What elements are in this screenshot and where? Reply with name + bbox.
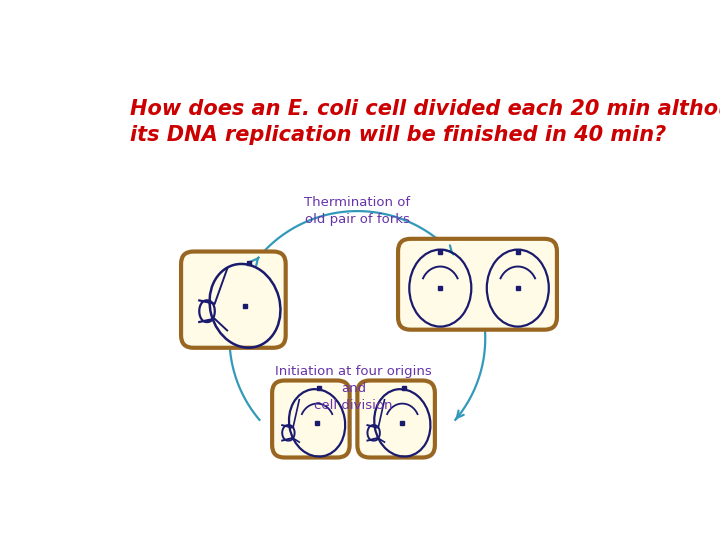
- Bar: [400, 421, 404, 425]
- Bar: [243, 304, 247, 308]
- Bar: [438, 286, 442, 290]
- Bar: [438, 250, 442, 254]
- Text: Thermination of
old pair of forks: Thermination of old pair of forks: [305, 195, 410, 226]
- Bar: [402, 386, 406, 390]
- Bar: [317, 386, 320, 390]
- FancyBboxPatch shape: [272, 381, 350, 457]
- Bar: [516, 250, 520, 254]
- FancyBboxPatch shape: [398, 239, 557, 330]
- Text: How does an E. coli cell divided each 20 min although: How does an E. coli cell divided each 20…: [130, 99, 720, 119]
- Bar: [247, 261, 251, 265]
- Bar: [516, 286, 520, 290]
- Text: Initiation at four origins
and
cell division: Initiation at four origins and cell divi…: [275, 365, 432, 412]
- FancyBboxPatch shape: [357, 381, 435, 457]
- FancyBboxPatch shape: [181, 252, 286, 348]
- Bar: [315, 421, 319, 425]
- Text: its DNA replication will be finished in 40 min?: its DNA replication will be finished in …: [130, 125, 667, 145]
